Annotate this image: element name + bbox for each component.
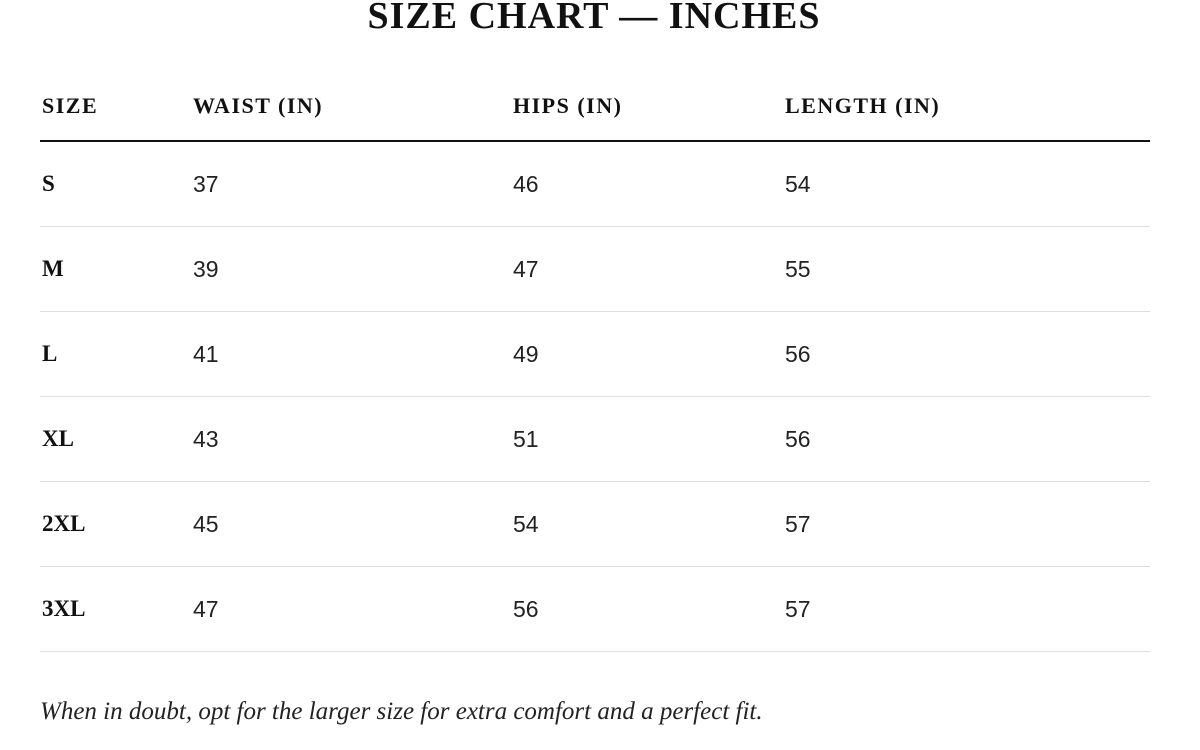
row-divider [40,566,1150,567]
row-divider [40,226,1150,227]
size-label: 3XL [42,596,86,621]
size-label: XL [42,426,74,451]
title: SIZE CHART — INCHES [367,0,821,37]
cell-value: 37 [193,171,219,197]
cell-value: 47 [513,256,539,282]
column-header: WAIST (IN) [193,93,324,118]
cell-value: 57 [785,596,811,622]
cell-value: 45 [193,511,219,537]
cell-value: 43 [193,426,219,452]
cell-value: 49 [513,341,539,367]
column-header: HIPS (IN) [513,93,623,118]
cell-value: 56 [785,341,811,367]
cell-value: 41 [193,341,219,367]
header-rule [40,140,1150,142]
size-label: 2XL [42,511,86,536]
column-header: SIZE [42,93,99,118]
cell-value: 51 [513,426,539,452]
column-header: LENGTH (IN) [785,93,941,118]
size-label: L [42,341,58,366]
cell-value: 54 [785,171,811,197]
cell-value: 56 [513,596,539,622]
size-label: S [42,171,55,196]
cell-value: 57 [785,511,811,537]
row-divider [40,311,1150,312]
cell-value: 55 [785,256,811,282]
cell-value: 47 [193,596,219,622]
note: When in doubt, opt for the larger size f… [40,698,763,725]
cell-value: 39 [193,256,219,282]
cell-value: 46 [513,171,539,197]
cell-value: 56 [785,426,811,452]
row-divider [40,481,1150,482]
size-label: M [42,256,64,281]
row-divider [40,396,1150,397]
row-divider [40,651,1150,652]
cell-value: 54 [513,511,539,537]
